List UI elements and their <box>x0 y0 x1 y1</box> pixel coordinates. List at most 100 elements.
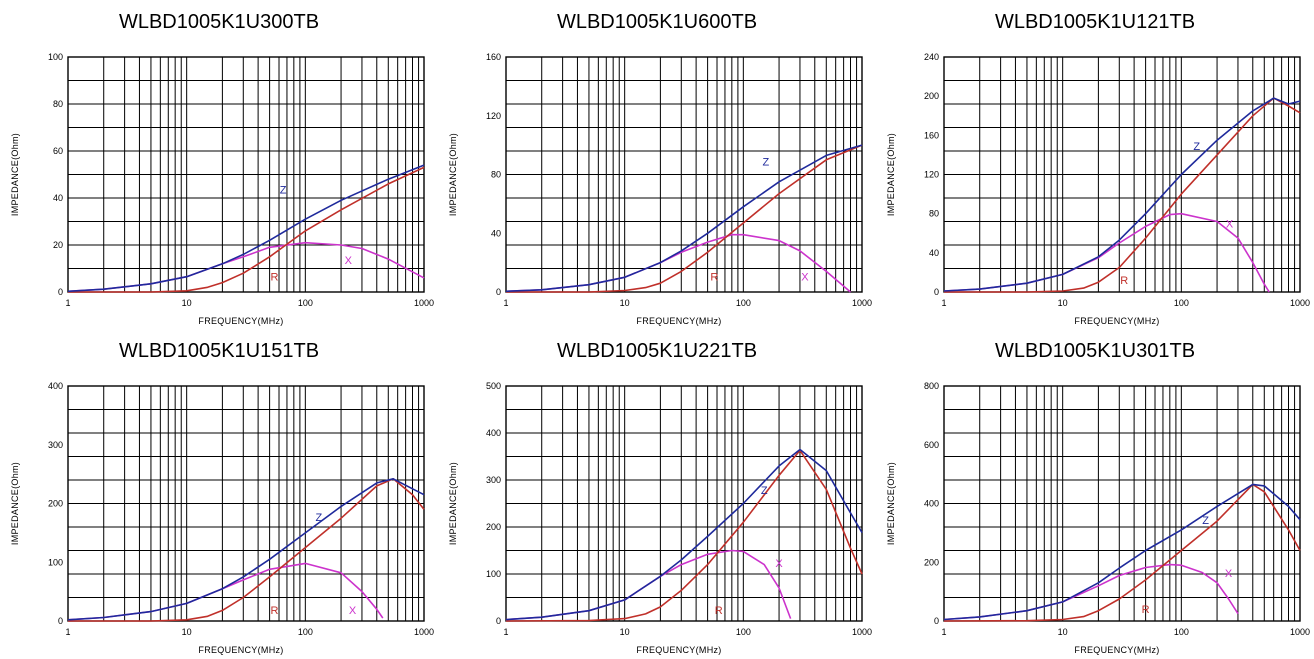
y-tick-label: 40 <box>929 248 939 258</box>
x-tick-label: 10 <box>620 298 630 308</box>
x-tick-label: 100 <box>298 298 313 308</box>
y-tick-label: 0 <box>58 287 63 297</box>
y-tick-label: 40 <box>53 193 63 203</box>
series-line-z <box>505 144 863 293</box>
y-tick-label: 0 <box>934 287 939 297</box>
curve-label-x: X <box>1225 568 1233 580</box>
chart-title: WLBD1005K1U221TB <box>557 340 757 362</box>
x-tick-label: 1000 <box>852 627 872 637</box>
curve-label-r: R <box>1142 604 1150 616</box>
curve-label-r: R <box>1120 275 1128 287</box>
y-tick-label: 0 <box>496 287 501 297</box>
curve-label-r: R <box>271 271 279 283</box>
x-tick-label: 10 <box>1058 627 1068 637</box>
x-tick-label: 100 <box>1174 627 1189 637</box>
x-tick-label: 10 <box>182 298 192 308</box>
curve-label-r: R <box>271 605 279 617</box>
x-axis-label: FREQUENCY(MHz) <box>198 316 283 326</box>
series-line-x <box>505 233 852 293</box>
x-axis-label: FREQUENCY(MHz) <box>1074 645 1159 655</box>
x-axis-label: FREQUENCY(MHz) <box>636 316 721 326</box>
y-tick-label: 120 <box>924 170 939 180</box>
series-line-r <box>943 483 1301 622</box>
y-tick-label: 100 <box>48 557 63 567</box>
plot-border <box>67 56 425 293</box>
y-tick-label: 120 <box>486 111 501 121</box>
series-line-x <box>67 562 384 621</box>
curve-label-r: R <box>710 271 718 283</box>
y-axis-label: IMPEDANCE(Ohm) <box>10 133 20 216</box>
plot-border <box>505 56 863 293</box>
y-tick-label: 40 <box>491 228 501 238</box>
x-axis-label: FREQUENCY(MHz) <box>198 645 283 655</box>
x-tick-label: 1 <box>941 298 946 308</box>
x-tick-label: 100 <box>736 298 751 308</box>
series-line-z <box>943 97 1301 292</box>
series-line-z <box>505 448 863 621</box>
chart-panel-6: WLBD1005K1U301TB 0 200 400 600 800 1 10 100 1000 F… <box>876 329 1314 658</box>
x-tick-label: 1 <box>941 627 946 637</box>
x-tick-label: 1000 <box>414 627 434 637</box>
x-tick-label: 1000 <box>1290 627 1310 637</box>
x-tick-label: 100 <box>298 627 313 637</box>
x-tick-label: 100 <box>1174 298 1189 308</box>
series-line-x <box>943 212 1270 293</box>
series-line-z <box>67 478 425 621</box>
series-line-r <box>68 478 425 622</box>
y-tick-label: 400 <box>486 428 501 438</box>
y-tick-label: 500 <box>486 381 501 391</box>
y-tick-label: 400 <box>48 381 63 391</box>
x-axis-label: FREQUENCY(MHz) <box>1074 316 1159 326</box>
chart-title: WLBD1005K1U600TB <box>557 11 757 33</box>
x-tick-label: 100 <box>736 627 751 637</box>
x-tick-label: 1 <box>503 298 508 308</box>
y-axis-label: IMPEDANCE(Ohm) <box>448 462 458 545</box>
chart-panel-4: WLBD1005K1U151TB 0 100 200 300 400 1 10 100 1000 F… <box>0 329 438 658</box>
plot-border <box>67 385 425 622</box>
chart-svg: WLBD1005K1U301TB 0 200 400 600 800 1 10 100 1000 F… <box>886 340 1310 655</box>
grid <box>943 56 1301 293</box>
x-tick-label: 1000 <box>1290 298 1310 308</box>
curve-label-z: Z <box>1202 515 1209 527</box>
y-tick-label: 300 <box>486 475 501 485</box>
x-tick-label: 1 <box>503 627 508 637</box>
curve-label-x: X <box>801 271 809 283</box>
y-tick-label: 800 <box>924 381 939 391</box>
y-tick-label: 200 <box>924 557 939 567</box>
x-tick-label: 1 <box>65 298 70 308</box>
series-line-x <box>67 241 425 293</box>
series-line-r <box>506 144 863 293</box>
curve-label-z: Z <box>1193 141 1200 153</box>
plot-border <box>943 56 1301 293</box>
grid <box>67 56 425 293</box>
plot-border <box>505 385 863 622</box>
y-axis-label: IMPEDANCE(Ohm) <box>886 462 896 545</box>
chart-title: WLBD1005K1U151TB <box>119 340 319 362</box>
x-tick-label: 10 <box>182 627 192 637</box>
chart-panel-5: WLBD1005K1U221TB 0 100 200 300 400 500 1 10 100 10… <box>438 329 876 658</box>
y-tick-label: 200 <box>924 91 939 101</box>
chart-panel-3: WLBD1005K1U121TB 0 40 80 120 160 200 240 1 10 100 1… <box>876 0 1314 329</box>
series-line-z <box>943 483 1301 621</box>
chart-svg: WLBD1005K1U221TB 0 100 200 300 400 500 1 10 100 10… <box>448 340 872 655</box>
y-tick-label: 160 <box>924 130 939 140</box>
y-tick-label: 400 <box>924 499 939 509</box>
x-tick-label: 1 <box>65 627 70 637</box>
curve-label-x: X <box>775 558 783 570</box>
series-line-r <box>68 166 425 293</box>
y-tick-label: 100 <box>48 52 63 62</box>
y-axis-label: IMPEDANCE(Ohm) <box>448 133 458 216</box>
y-tick-label: 80 <box>491 170 501 180</box>
chart-panel-1: WLBD1005K1U300TB 0 20 40 60 80 100 1 10 100 1000 FR… <box>0 0 438 329</box>
curve-label-z: Z <box>315 512 322 524</box>
y-tick-label: 0 <box>934 616 939 626</box>
chart-title: WLBD1005K1U121TB <box>995 11 1195 33</box>
y-axis-label: IMPEDANCE(Ohm) <box>10 462 20 545</box>
x-axis-label: FREQUENCY(MHz) <box>636 645 721 655</box>
x-tick-label: 10 <box>1058 298 1068 308</box>
y-tick-label: 200 <box>48 499 63 509</box>
series-line-z <box>67 164 425 293</box>
curve-label-z: Z <box>761 485 768 497</box>
x-tick-label: 1000 <box>852 298 872 308</box>
y-tick-label: 0 <box>58 616 63 626</box>
